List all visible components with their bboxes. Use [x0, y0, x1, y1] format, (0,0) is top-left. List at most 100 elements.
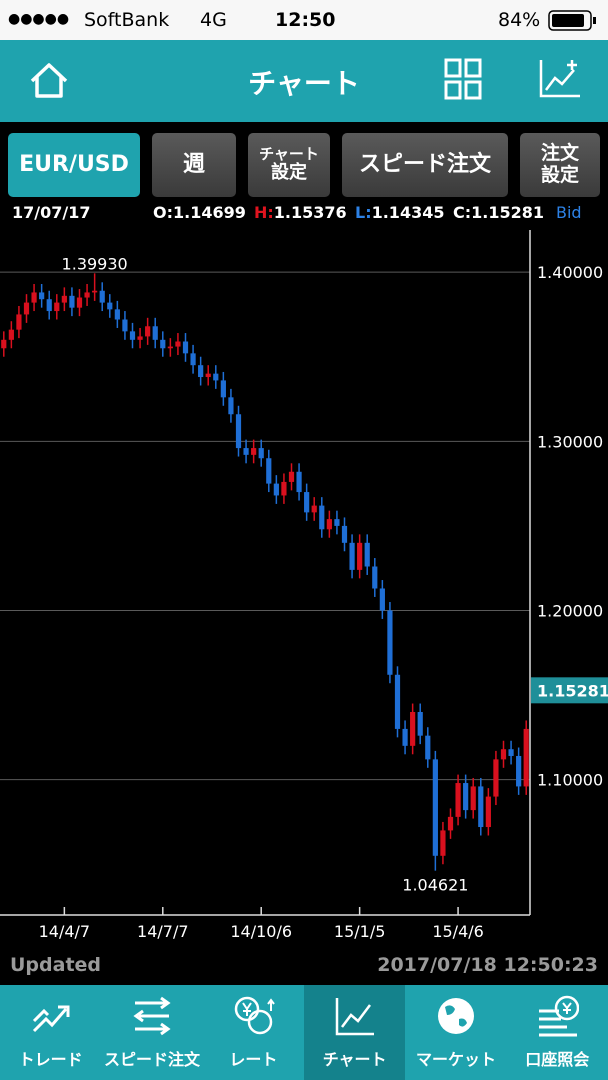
updated: Updated	[10, 954, 102, 976]
candle-body	[243, 448, 249, 455]
candle-body	[137, 336, 143, 340]
chart-settings-button[interactable]: チャート 設定	[248, 133, 330, 197]
layout-button[interactable]	[444, 58, 484, 100]
candle-body	[258, 448, 264, 459]
candle-body	[470, 786, 476, 811]
tab-label: 口座照会	[525, 1050, 590, 1069]
y-tick-label: 1.10000	[537, 771, 603, 790]
tab-icon	[133, 996, 171, 1036]
candle-body	[114, 309, 120, 320]
ohlc-key: L:	[355, 203, 372, 222]
candle-body	[205, 373, 211, 378]
candle-body	[478, 786, 484, 828]
tab-icon	[538, 995, 579, 1037]
candle-body	[288, 471, 295, 482]
ohlc-value: 1.14345	[371, 203, 445, 222]
ohlc-key: C:	[453, 203, 472, 222]
candle-body	[455, 783, 461, 817]
tab-icon	[234, 996, 275, 1035]
tab-label: スピード注文	[103, 1050, 200, 1069]
speed-order-button[interactable]: スピード注文	[342, 133, 508, 197]
carrier: SoftBank	[84, 9, 170, 31]
indicator-button[interactable]	[538, 56, 582, 100]
candle-body	[251, 448, 257, 455]
time: 12:50	[275, 9, 336, 31]
ohlc-value: 1.15281	[471, 203, 545, 222]
candle-body	[394, 674, 401, 729]
order-settings-button[interactable]: 注文 設定	[520, 133, 600, 197]
candle-body	[364, 542, 370, 567]
candle-body	[235, 414, 242, 449]
candle-body	[61, 295, 67, 303]
candle-body	[175, 341, 181, 347]
candle-body	[129, 331, 136, 340]
ohlc-value: 1.15376	[273, 203, 347, 222]
candle-body	[463, 783, 469, 811]
candle-body	[160, 339, 166, 349]
tab[interactable]: チャート	[303, 985, 406, 1080]
low-label: 1.04621	[402, 876, 468, 895]
candle-body	[228, 397, 234, 415]
last-price-label: 1.15281	[537, 681, 608, 700]
x-tick-label: 15/4/6	[432, 922, 484, 941]
candle-body	[493, 759, 499, 797]
pair-button[interactable]: EUR/USD	[8, 133, 140, 197]
candle-body	[39, 292, 45, 300]
candle-body	[99, 290, 105, 303]
tab[interactable]: 口座照会	[507, 985, 608, 1080]
network: 4G	[200, 9, 227, 31]
side: Bid	[556, 203, 582, 222]
candle-body	[372, 566, 378, 589]
candle-body	[516, 755, 522, 787]
tab[interactable]: スピード注文	[101, 985, 202, 1080]
label-line: 設定	[540, 164, 579, 186]
tab[interactable]: トレード	[0, 985, 101, 1080]
candle-body	[281, 481, 287, 496]
candle-body	[432, 759, 438, 856]
tab-label: マーケット	[415, 1050, 496, 1069]
tab[interactable]: レート	[203, 985, 304, 1080]
label-line: 注文	[540, 142, 579, 165]
y-tick-label: 1.40000	[537, 263, 603, 282]
ohlc-value: 1.14699	[173, 203, 246, 222]
candle-body	[357, 542, 363, 570]
high-label: 1.39930	[62, 254, 128, 273]
tab-label: レート	[229, 1050, 278, 1069]
candle-body	[447, 816, 454, 831]
candle-body	[440, 830, 446, 856]
period-button[interactable]: 週	[152, 133, 236, 197]
candle-body	[349, 542, 355, 570]
candle-body	[425, 735, 431, 760]
chart: 1.10000 1.20000 1.30000 1.40000 14/4/7 14/7/7…	[0, 230, 608, 941]
tab[interactable]: マーケット	[405, 985, 506, 1080]
footer: Updated 2017/07/18 12:50:23	[0, 952, 608, 982]
battery-icon	[548, 10, 596, 31]
header: チャート	[0, 40, 608, 122]
candle-body	[198, 365, 204, 378]
candle-body	[84, 292, 90, 298]
tab-icon	[335, 998, 374, 1036]
home-button[interactable]	[28, 60, 70, 102]
candle-body	[387, 610, 393, 675]
candle-body	[220, 380, 226, 398]
period: 週	[182, 152, 205, 178]
candle-body	[76, 297, 83, 308]
candle-body	[69, 295, 75, 308]
candle-body	[190, 353, 196, 366]
candle-body	[107, 302, 113, 310]
candle-body	[296, 471, 302, 493]
tab-bar: トレード スピード注文 レート チャート マーケット 口座照会	[0, 985, 608, 1080]
candle-body	[182, 341, 189, 354]
ohlc-key: O:	[153, 203, 173, 222]
candle-body	[379, 588, 385, 611]
candle-body	[523, 728, 529, 787]
candle-body	[152, 326, 158, 340]
speed-order: スピード注文	[358, 152, 491, 178]
label-line: 設定	[271, 162, 307, 184]
candle-body	[334, 519, 340, 526]
ohlc-key: H:	[254, 203, 274, 222]
candle-body	[1, 339, 7, 349]
header-title: チャート	[248, 67, 360, 100]
candle-body	[311, 505, 317, 513]
candle-body	[319, 505, 325, 530]
